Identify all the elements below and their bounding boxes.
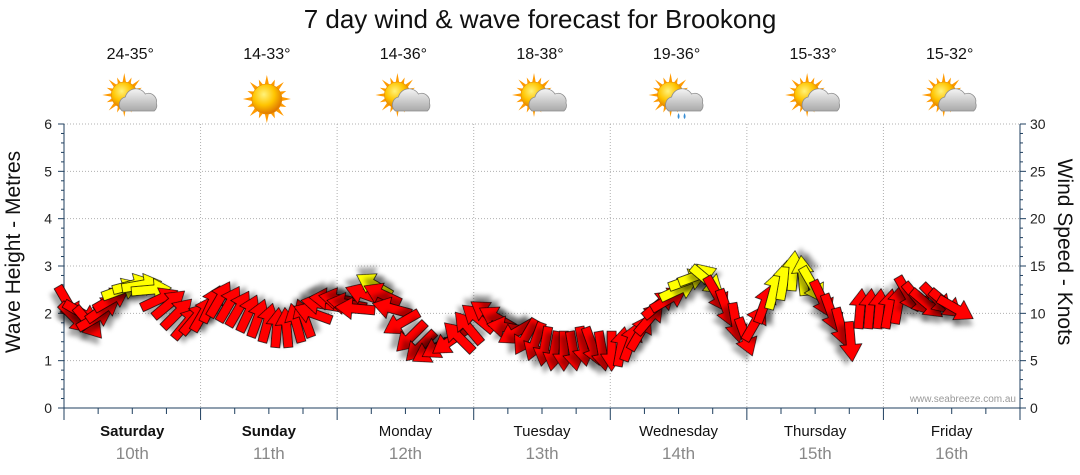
day-date: 15th — [799, 444, 832, 463]
sun-ray — [805, 73, 810, 84]
left-axis-title: Wave Height - Metres — [2, 151, 25, 353]
cloud — [528, 88, 567, 112]
left-tick-label: 2 — [44, 305, 52, 321]
axes: 0 1 2 3 4 5 6 0 5 10 15 20 25 30 — [44, 116, 1046, 420]
showers-icon — [648, 73, 704, 119]
wind-arrow — [444, 322, 477, 355]
left-tick-label: 3 — [44, 258, 52, 274]
partly-cloudy-icon — [375, 73, 431, 117]
sun-ray — [375, 93, 386, 97]
sun-disc — [251, 83, 283, 115]
sun-ray — [102, 93, 113, 97]
day-name: Monday — [379, 423, 433, 440]
left-tick-label: 1 — [44, 353, 52, 369]
weather-icons — [102, 73, 977, 123]
left-tick-label: 4 — [44, 211, 52, 227]
cloud-shape — [665, 88, 704, 112]
day-name: Friday — [931, 423, 973, 440]
sun-ray — [668, 73, 673, 84]
cloud-shape — [801, 88, 841, 112]
left-tick-label: 5 — [44, 163, 52, 179]
right-tick-label: 25 — [1030, 163, 1046, 179]
right-tick-label: 20 — [1030, 211, 1046, 227]
sun-ray — [242, 96, 254, 102]
day-name: Sunday — [242, 423, 297, 440]
sun-ray — [532, 73, 536, 84]
right-axis-title: Wind Speed - Knots — [1053, 159, 1076, 346]
cloud-shape — [938, 88, 977, 112]
sun-ray — [264, 112, 270, 123]
partly-cloudy-icon — [921, 73, 977, 117]
day-date: 13th — [525, 444, 558, 463]
wind-arrow — [935, 294, 974, 321]
wind-arrow — [371, 296, 413, 320]
sun-ray — [264, 75, 270, 86]
cloud-shape — [392, 88, 431, 112]
temperature-range: 15-32° — [926, 46, 973, 63]
wind-arrow — [334, 296, 376, 320]
temperature-range: 14-36° — [380, 46, 427, 63]
cloud — [392, 88, 431, 112]
sun-ray — [280, 96, 291, 102]
partly-cloudy-icon — [785, 73, 841, 117]
sun-ray — [785, 93, 796, 97]
wind-arrow — [383, 308, 422, 335]
sunny-icon — [242, 75, 291, 123]
sun-ray — [941, 73, 946, 84]
right-tick-label: 10 — [1030, 305, 1046, 321]
day-labels: Saturday 10th Sunday 11th Monday 12th Tuesday 1… — [100, 423, 973, 463]
wind-arrow — [363, 282, 403, 308]
watermark: www.seabreeze.com.au — [909, 394, 1016, 405]
rain-drop — [683, 113, 686, 119]
day-name: Tuesday — [514, 423, 571, 440]
rain-drop — [677, 113, 680, 119]
right-tick-label: 15 — [1030, 258, 1046, 274]
cloud — [118, 88, 158, 112]
temperature-range: 14-33° — [243, 46, 290, 63]
sun-ray — [511, 93, 523, 97]
cloud — [801, 88, 841, 112]
wind-arrow — [150, 290, 186, 321]
left-tick-label: 6 — [44, 116, 52, 132]
day-date: 16th — [935, 444, 968, 463]
temperature-range: 24-35° — [107, 46, 154, 63]
day-name: Saturday — [100, 423, 165, 440]
left-tick-label: 0 — [44, 400, 52, 416]
sun-ray — [395, 73, 400, 84]
cloud-shape — [118, 88, 158, 112]
chart-title: 7 day wind & wave forecast for Brookong — [303, 4, 777, 34]
day-name: Thursday — [784, 423, 847, 440]
cloud — [665, 88, 704, 112]
day-name: Wednesday — [639, 423, 718, 440]
right-tick-label: 30 — [1030, 116, 1046, 132]
temperature-range: 19-36° — [653, 46, 700, 63]
day-date: 11th — [253, 444, 285, 463]
cloud-shape — [528, 88, 567, 112]
day-date: 10th — [116, 444, 149, 463]
day-date: 14th — [662, 444, 695, 463]
sun-ray — [921, 93, 932, 97]
temperature-range: 15-33° — [789, 46, 836, 63]
right-tick-label: 0 — [1030, 400, 1038, 416]
cloud — [938, 88, 977, 112]
day-date: 12th — [389, 444, 422, 463]
sun-ray — [122, 73, 127, 84]
partly-cloudy-icon — [102, 73, 158, 117]
wind-arrow — [839, 321, 863, 363]
temperature-range: 18-38° — [516, 46, 563, 63]
wind-arrows — [53, 250, 974, 372]
partly-cloudy-icon — [511, 73, 567, 117]
wind-arrow — [293, 301, 334, 325]
right-tick-label: 5 — [1030, 353, 1038, 369]
sun-ray — [648, 93, 659, 97]
wind-arrow — [454, 311, 485, 347]
temperature-labels: 24-35° 14-33° 14-36° 18-38° 19-36° 15-33° 15-3… — [107, 46, 974, 63]
